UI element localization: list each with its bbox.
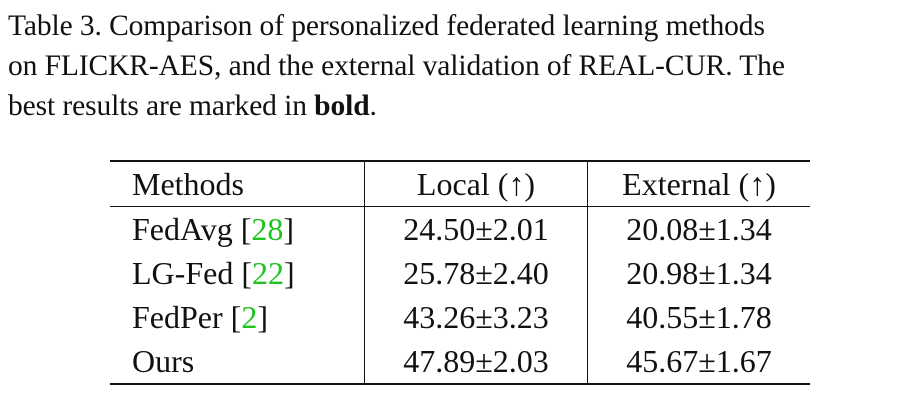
- local-score: 24.50±2.01: [364, 206, 588, 251]
- caption-line-3-suffix: .: [369, 90, 377, 122]
- caption-line-1: Table 3. Comparison of personalized fede…: [8, 10, 765, 42]
- method-name: Ours: [132, 342, 195, 379]
- caption-line-3-prefix: best results are marked in: [8, 90, 315, 122]
- local-score: 25.78±2.40: [364, 251, 588, 295]
- external-score: 40.55±1.78: [587, 295, 810, 339]
- method-name: FedPer: [132, 298, 223, 335]
- external-score: 20.08±1.34: [587, 206, 810, 251]
- method-cell: LG-Fed [22]: [132, 254, 295, 291]
- caption-line-3: best results are marked in bold.: [8, 86, 892, 126]
- header-external: External (↑): [587, 161, 810, 207]
- citation-link[interactable]: 22: [251, 254, 284, 291]
- citation-link[interactable]: 28: [251, 210, 284, 247]
- table-caption: Table 3. Comparison of personalized fede…: [8, 6, 892, 126]
- external-score-best: 45.67±1.67: [587, 339, 810, 384]
- external-score: 20.98±1.34: [587, 251, 810, 295]
- citation-link[interactable]: 2: [241, 298, 258, 335]
- header-local: Local (↑): [364, 161, 588, 207]
- table-row: FedPer [2] 43.26±3.23 40.55±1.78: [110, 295, 810, 339]
- results-table: Methods Local (↑) External (↑) FedAvg [2…: [110, 160, 810, 385]
- local-score: 43.26±3.23: [364, 295, 588, 339]
- method-cell: Ours: [110, 339, 365, 384]
- table-row-ours: Ours 47.89±2.03 45.67±1.67: [110, 339, 810, 384]
- method-name: LG-Fed: [132, 254, 234, 291]
- method-cell: FedPer [2]: [132, 298, 268, 335]
- table-row: FedAvg [28] 24.50±2.01 20.08±1.34: [110, 206, 810, 251]
- header-methods: Methods: [132, 165, 244, 202]
- caption-line-2: on FLICKR-AES, and the external validati…: [8, 50, 785, 82]
- table-header-row: Methods Local (↑) External (↑): [110, 161, 810, 207]
- caption-bold-word: bold: [314, 90, 370, 122]
- table-row: LG-Fed [22] 25.78±2.40 20.98±1.34: [110, 251, 810, 295]
- method-cell: FedAvg [28]: [132, 210, 295, 247]
- method-name: FedAvg: [132, 210, 233, 247]
- local-score-best: 47.89±2.03: [364, 339, 588, 384]
